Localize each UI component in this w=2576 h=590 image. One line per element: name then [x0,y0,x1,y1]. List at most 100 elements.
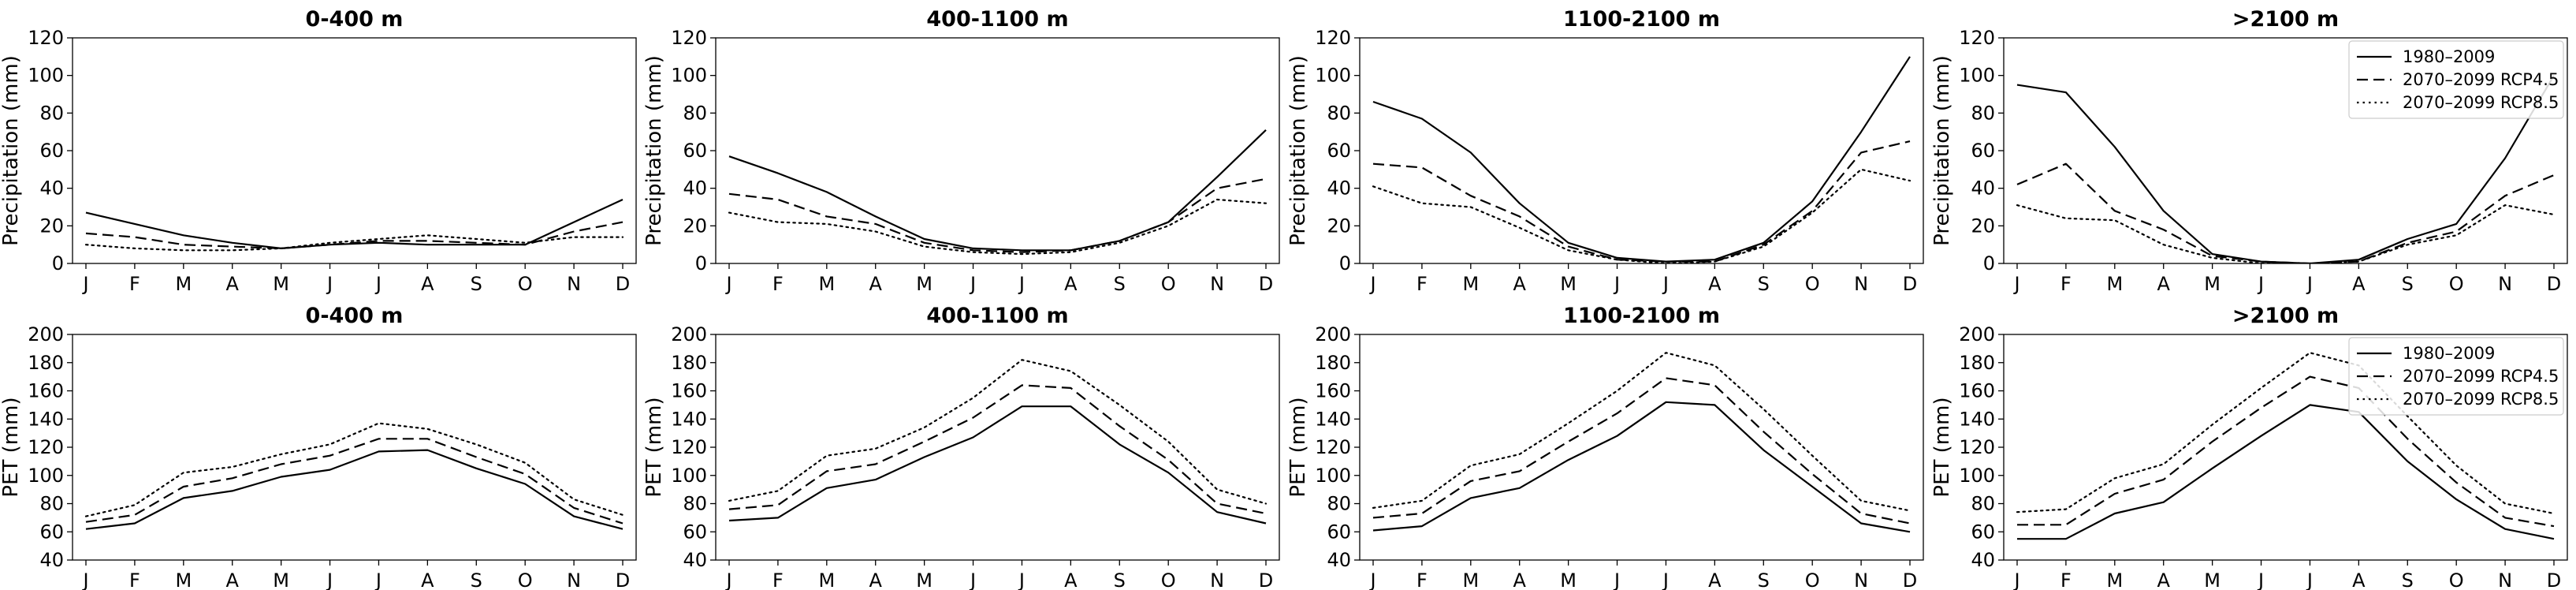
x-tick-label: J [2012,273,2019,295]
y-tick-label: 180 [1959,352,1995,374]
y-tick-label: 120 [28,27,64,49]
series-line-dotted [84,422,624,517]
series-line-solid [85,199,624,249]
y-tick-label: 140 [1959,408,1995,430]
x-tick-label: S [1758,569,1770,590]
x-tick-label: S [2402,569,2414,590]
y-tick-label: 40 [683,177,707,200]
y-tick-label: 80 [39,102,64,124]
legend: 1980–2009 2070–2099 RCP4.5 2070–2099 RCP8.… [2348,337,2564,416]
x-tick-label: A [1064,569,1078,590]
x-tick-label: M [1462,273,1479,295]
x-tick-label: S [471,569,482,590]
y-tick-label: 20 [39,215,64,237]
x-tick-label: A [421,273,434,295]
y-axis-label: Precipitation (mm) [0,55,23,246]
x-tick-label: D [1259,273,1273,295]
y-tick-label: 160 [1315,380,1351,402]
y-tick-label: 40 [39,177,64,200]
series-line-dotted [2016,204,2556,263]
legend-label: 1980–2009 [2403,47,2495,66]
legend-box [2348,40,2564,119]
y-axis-label: PET (mm) [0,397,23,497]
x-tick-label: N [567,569,581,590]
x-tick-label: M [916,569,932,590]
x-tick-label: O [2449,569,2464,590]
x-tick-label: A [226,569,240,590]
x-tick-label: D [2547,569,2561,590]
legend-label: 2070–2099 RCP8.5 [2403,390,2559,409]
x-tick-label: J [326,569,333,590]
x-tick-label: F [1416,569,1428,590]
x-tick-label: M [2106,273,2123,295]
series-line-solid [2017,404,2555,540]
x-tick-label: A [1708,569,1722,590]
x-tick-label: M [175,569,192,590]
x-tick-label: N [1210,273,1224,295]
x-tick-label: M [273,569,289,590]
x-tick-label: F [2060,569,2072,590]
x-tick-label: S [471,273,482,295]
chart-title: 1100-2100 m [1563,7,1720,32]
x-tick-label: A [869,273,883,295]
x-tick-label: N [2498,569,2512,590]
y-tick-label: 120 [1959,436,1995,458]
y-tick-label: 80 [1971,102,1995,124]
y-tick-label: 100 [1959,465,1995,487]
y-tick-label: 80 [683,493,707,515]
y-tick-label: 20 [1327,215,1351,237]
x-tick-label: O [1805,273,1820,295]
y-tick-label: 120 [1959,27,1995,49]
y-tick-label: 0 [52,252,64,274]
x-tick-label: A [1513,569,1527,590]
y-tick-label: 80 [1327,102,1351,124]
x-tick-label: A [1708,273,1722,295]
plot-frame [715,37,1280,264]
x-tick-label: S [2402,273,2414,295]
x-tick-label: M [818,569,835,590]
chart-panel-2: 400-1100 m Precipitation (mm) 0 20 40 60 80 100… [642,7,1280,295]
y-tick-label: 140 [1315,408,1351,430]
x-tick-label: J [2012,569,2019,590]
series-line-solid [85,449,624,530]
y-tick-label: 60 [1971,521,1995,543]
y-tick-label: 0 [695,252,707,274]
series-line-dotted [728,359,1268,505]
series-line-dashed [2016,162,2555,263]
x-tick-label: M [1462,569,1479,590]
y-tick-label: 0 [1339,252,1351,274]
x-tick-label: J [2306,569,2313,590]
y-tick-label: 40 [1327,177,1351,200]
x-tick-label: J [969,273,976,295]
x-tick-label: A [2157,569,2171,590]
x-tick-label: M [273,273,289,295]
y-tick-label: 60 [39,140,64,162]
x-tick-label: J [1018,273,1025,295]
series-line-dotted [84,234,624,252]
legend-label: 2070–2099 RCP8.5 [2403,93,2559,112]
x-tick-label: M [175,273,192,295]
series-line-dotted [2016,352,2556,515]
x-tick-label: J [1018,569,1025,590]
y-tick-label: 200 [28,323,64,345]
chart-title: 0-400 m [306,304,404,328]
x-tick-label: O [518,273,533,295]
y-tick-label: 180 [671,352,707,374]
series-line-solid [728,129,1267,252]
y-tick-label: 120 [671,27,707,49]
chart-title: >2100 m [2232,7,2339,32]
series-line-dashed [1372,377,1911,525]
y-tick-label: 60 [1327,521,1351,543]
y-tick-label: 40 [39,549,64,571]
y-tick-label: 160 [671,380,707,402]
y-tick-label: 100 [671,65,707,87]
series-line-dashed [728,384,1267,515]
x-tick-label: F [772,569,784,590]
series-line-solid [1372,56,1911,263]
x-tick-label: D [616,569,630,590]
y-tick-label: 60 [1971,140,1995,162]
y-tick-label: 40 [1971,549,1995,571]
x-tick-label: S [1114,569,1126,590]
y-tick-label: 80 [39,493,64,515]
x-tick-label: N [567,273,581,295]
